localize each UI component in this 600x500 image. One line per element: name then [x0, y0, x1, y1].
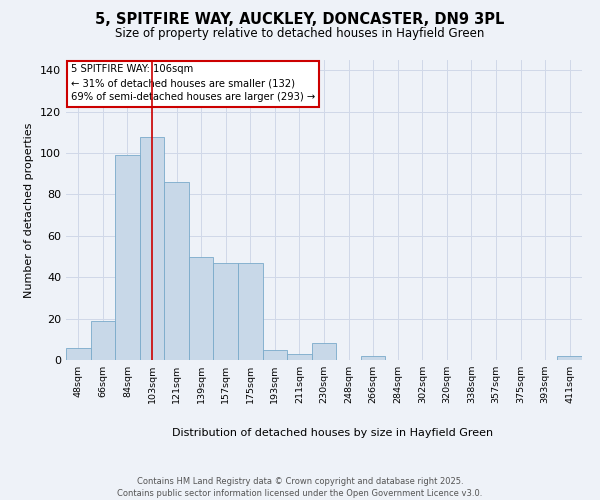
Bar — [189, 256, 214, 360]
Text: Size of property relative to detached houses in Hayfield Green: Size of property relative to detached ho… — [115, 28, 485, 40]
Bar — [214, 263, 238, 360]
Text: Distribution of detached houses by size in Hayfield Green: Distribution of detached houses by size … — [172, 428, 494, 438]
Bar — [312, 344, 336, 360]
Bar — [140, 136, 164, 360]
Text: 5, SPITFIRE WAY, AUCKLEY, DONCASTER, DN9 3PL: 5, SPITFIRE WAY, AUCKLEY, DONCASTER, DN9… — [95, 12, 505, 28]
Bar — [238, 263, 263, 360]
Text: Contains HM Land Registry data © Crown copyright and database right 2025.
Contai: Contains HM Land Registry data © Crown c… — [118, 476, 482, 498]
Text: 5 SPITFIRE WAY: 106sqm
← 31% of detached houses are smaller (132)
69% of semi-de: 5 SPITFIRE WAY: 106sqm ← 31% of detached… — [71, 64, 316, 102]
Bar — [66, 348, 91, 360]
Bar — [361, 356, 385, 360]
Bar — [115, 155, 140, 360]
Y-axis label: Number of detached properties: Number of detached properties — [25, 122, 34, 298]
Bar — [263, 350, 287, 360]
Bar — [164, 182, 189, 360]
Bar — [557, 356, 582, 360]
Bar — [287, 354, 312, 360]
Bar — [91, 320, 115, 360]
